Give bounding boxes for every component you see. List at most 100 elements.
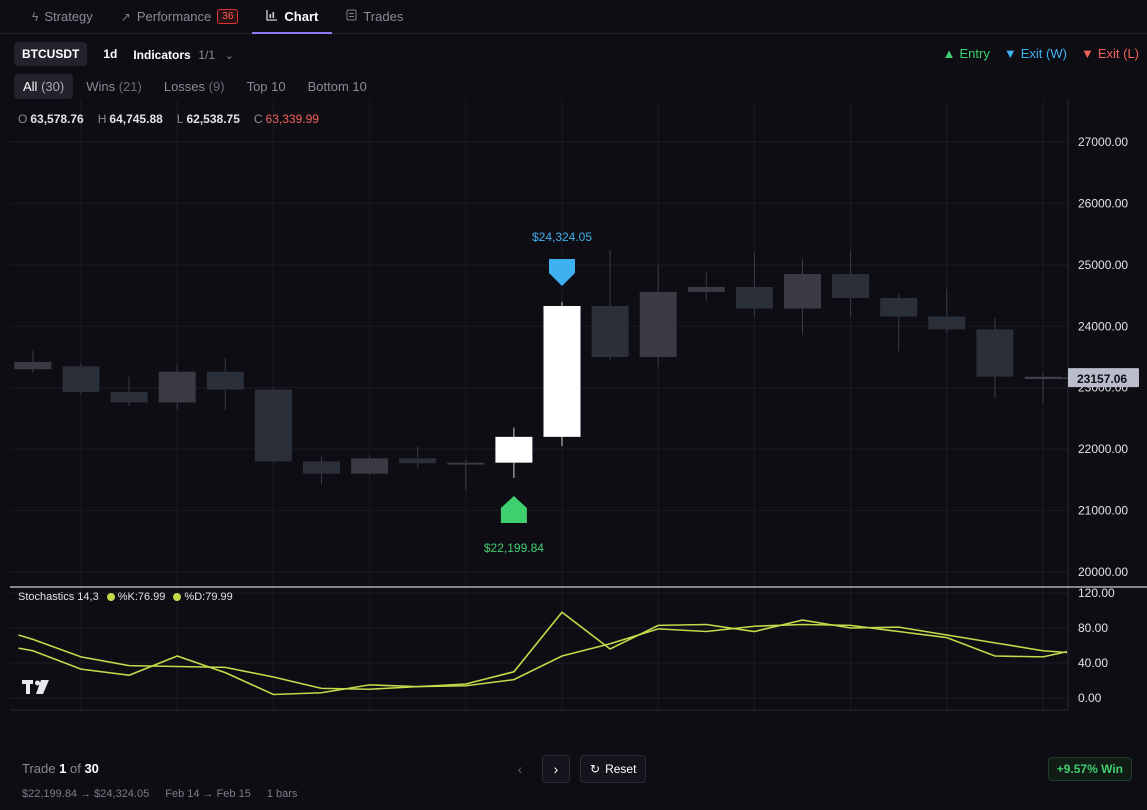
filter-bottom-10[interactable]: Bottom 10 (299, 74, 376, 99)
stoch-axis-tick-label: 120.00 (1078, 586, 1115, 600)
ohlc-open-value: 63,578.76 (30, 112, 84, 126)
filter-top-10[interactable]: Top 10 (238, 74, 295, 99)
legend-entry: ▲ Entry (943, 46, 990, 61)
filter-all[interactable]: All (30) (14, 74, 74, 99)
stochastics-legend: Stochastics 14,3 %K:76.99 %D:79.99 (18, 591, 233, 603)
candle-body (62, 366, 100, 393)
stochastics-d-value: %D:79.99 (184, 591, 233, 603)
filter-wins-label: Wins (86, 79, 116, 94)
ohlc-open: O 63,578.76 (18, 112, 84, 126)
tab-chart[interactable]: Chart (252, 0, 333, 34)
triangle-down-icon: ▼ (1080, 46, 1094, 61)
ohlc-low: L 62,538.75 (177, 112, 240, 126)
candle-body (591, 306, 629, 357)
trade-counter: Trade 1 of 30 (22, 761, 99, 776)
trade-date-range: Feb 14 → Feb 15 (165, 788, 251, 800)
trade-bars: 1 bars (266, 788, 298, 800)
candle-body (206, 371, 244, 390)
candle-body (976, 329, 1014, 377)
chevron-down-icon: ⌄ (224, 49, 234, 62)
trend-icon: ↗ (120, 9, 131, 24)
y-axis-tick-label: 21000.00 (1078, 504, 1128, 518)
candle-body (399, 458, 437, 464)
previous-trade-button[interactable]: ‹ (506, 755, 534, 783)
legend-exit-win-label: Exit (W) (1020, 46, 1067, 61)
candle-body (784, 274, 821, 309)
ohlc-close: C 63,339.99 (254, 112, 319, 126)
trade-counter-label: Trade (22, 761, 56, 776)
candle-body (447, 462, 485, 465)
list-icon (346, 9, 357, 24)
y-axis-tick-label: 27000.00 (1078, 135, 1128, 149)
trade-filter-bar: All (30) Wins (21) Losses (9) Top 10 Bot… (14, 74, 376, 99)
tab-trades[interactable]: Trades (332, 0, 417, 33)
filter-all-label: All (23, 79, 38, 94)
stochastics-d: %D:79.99 (173, 591, 233, 603)
exit-price-label: $24,324.05 (532, 230, 592, 244)
candle-body (832, 274, 870, 299)
stoch-k-line (18, 611, 1068, 696)
stoch-axis-tick-label: 80.00 (1078, 621, 1108, 635)
triangle-up-icon: ▲ (942, 46, 956, 61)
last-price-label: 23157.06 (1077, 372, 1127, 386)
y-axis-tick-label: 22000.00 (1078, 442, 1128, 456)
filter-bottom-10-label: Bottom 10 (307, 79, 367, 94)
y-axis-tick-label: 24000.00 (1078, 319, 1128, 333)
candle-body (880, 298, 918, 317)
ohlc-close-value: 63,339.99 (265, 112, 319, 126)
trade-details: $22,199.84 → $24,324.05 Feb 14 → Feb 15 … (22, 788, 297, 800)
triangle-down-icon: ▼ (1003, 46, 1017, 61)
marker-legend: ▲ Entry ▼ Exit (W) ▼ Exit (L) (943, 46, 1139, 61)
chevron-left-icon: ‹ (517, 761, 523, 777)
interval-button[interactable]: 1d (103, 47, 118, 61)
performance-count-badge: 36 (217, 9, 239, 24)
entry-marker-icon (500, 496, 527, 523)
trade-navigation: ‹ › ↻ Reset (506, 755, 647, 783)
tab-chart-label: Chart (284, 9, 319, 24)
tab-performance-label: Performance (136, 9, 212, 24)
next-trade-button[interactable]: › (542, 755, 570, 783)
ohlc-readout: O 63,578.76 H 64,745.88 L 62,538.75 C 63,339… (18, 112, 319, 126)
filter-top-10-label: Top 10 (246, 79, 286, 94)
chart-icon (266, 9, 278, 24)
candle-body (254, 389, 292, 462)
candle-body (303, 461, 340, 474)
top-tab-bar: ϟ Strategy ↗ Performance 36 Chart Trades (0, 0, 1147, 34)
d-dot-icon (173, 593, 182, 602)
tab-strategy[interactable]: ϟ Strategy (18, 0, 107, 33)
reset-label: Reset (605, 762, 637, 776)
ohlc-low-value: 62,538.75 (186, 112, 240, 126)
symbol-button[interactable]: BTCUSDT (14, 42, 88, 66)
last-price-tag (1068, 368, 1139, 388)
trade-counter-of: of (69, 761, 81, 776)
legend-exit-loss-label: Exit (L) (1097, 46, 1139, 61)
tab-performance[interactable]: ↗ Performance 36 (107, 0, 253, 33)
candle-body (639, 291, 677, 357)
candle-body (735, 286, 773, 309)
filter-losses[interactable]: Losses (9) (155, 74, 234, 99)
price-chart[interactable]: 27000.0026000.0025000.0024000.0023000.00… (0, 100, 1147, 715)
chart-toolbar: BTCUSDT 1d Indicators 1/1 ⌄ (14, 42, 234, 66)
stochastics-name: Stochastics 14,3 (18, 591, 99, 603)
reset-button[interactable]: ↻ Reset (580, 755, 647, 783)
indicators-button[interactable]: Indicators 1/1 ⌄ (133, 47, 234, 62)
trade-result-badge: +9.57% Win (1047, 757, 1132, 781)
tradingview-logo-icon (22, 680, 52, 701)
reset-icon: ↻ (590, 762, 601, 776)
candle-body (14, 361, 52, 370)
filter-all-count: (30) (41, 79, 65, 94)
indicators-count: 1/1 (198, 47, 216, 62)
stochastics-k: %K:76.99 (106, 591, 165, 603)
candle-body (351, 458, 389, 474)
tab-strategy-label: Strategy (44, 9, 93, 24)
trade-counter-current: 1 (59, 761, 67, 776)
bolt-icon: ϟ (32, 9, 39, 24)
chevron-right-icon: › (553, 761, 559, 777)
entry-price-label: $22,199.84 (484, 541, 544, 555)
trade-counter-total: 30 (84, 761, 99, 776)
y-axis-tick-label: 26000.00 (1078, 196, 1128, 210)
filter-wins[interactable]: Wins (21) (77, 74, 151, 99)
ohlc-open-key: O (18, 112, 28, 126)
candle-body (543, 306, 581, 437)
candle-body (110, 392, 148, 403)
